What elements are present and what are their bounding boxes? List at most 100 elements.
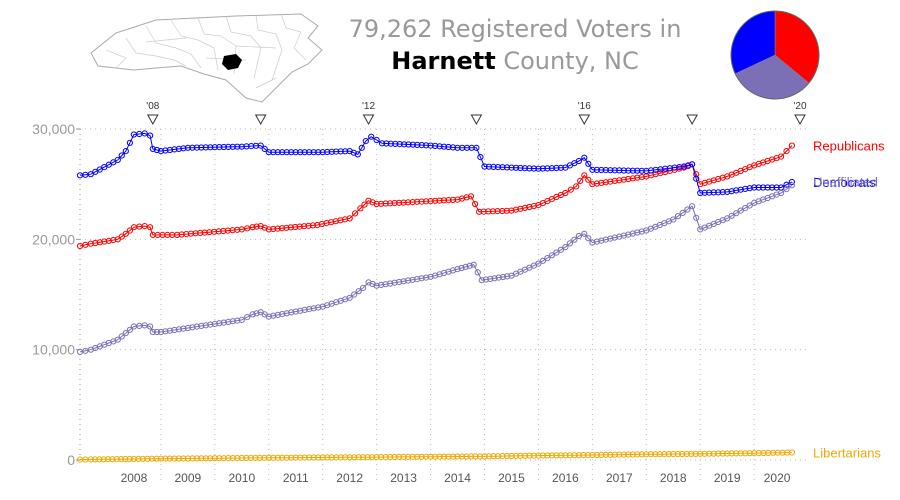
data-point xyxy=(229,227,236,234)
data-point xyxy=(184,455,191,462)
data-point xyxy=(530,202,538,210)
data-point xyxy=(566,240,574,247)
data-point xyxy=(418,453,425,460)
data-point xyxy=(174,231,181,238)
data-point xyxy=(427,198,434,205)
data-point xyxy=(581,172,588,179)
harnett-county-highlight xyxy=(222,54,242,70)
data-point xyxy=(567,186,574,193)
x-tick-label: 2010 xyxy=(228,471,255,485)
data-point xyxy=(292,454,299,461)
data-point xyxy=(440,143,448,150)
pie-outline xyxy=(730,10,820,100)
data-point xyxy=(715,450,722,457)
data-point xyxy=(310,149,317,156)
data-point xyxy=(113,456,120,463)
data-point xyxy=(467,193,475,200)
data-point xyxy=(378,281,385,288)
data-point xyxy=(629,230,636,237)
data-point xyxy=(581,230,588,237)
data-point xyxy=(149,145,156,152)
title-county-suffix: County, NC xyxy=(503,47,639,75)
data-point xyxy=(351,454,358,461)
data-point xyxy=(229,143,236,150)
data-point xyxy=(261,145,268,152)
data-point xyxy=(503,164,511,171)
data-point xyxy=(458,264,465,272)
data-point xyxy=(382,454,389,461)
data-point xyxy=(689,161,696,168)
data-point xyxy=(141,130,148,137)
data-point xyxy=(629,451,636,458)
data-point xyxy=(253,310,260,317)
data-point xyxy=(445,197,452,204)
data-point xyxy=(110,237,117,244)
data-point xyxy=(598,179,605,186)
data-point xyxy=(724,188,731,195)
data-point xyxy=(697,450,704,457)
data-point xyxy=(710,189,717,196)
data-point xyxy=(247,454,254,461)
x-tick-label: 2019 xyxy=(714,471,741,485)
data-point xyxy=(607,451,614,458)
data-point xyxy=(620,167,627,174)
data-point xyxy=(553,452,560,459)
data-point xyxy=(474,269,481,276)
data-point xyxy=(105,237,112,244)
data-point xyxy=(701,450,708,457)
data-point xyxy=(485,453,493,460)
county-name: Harnett xyxy=(391,47,496,75)
data-point xyxy=(225,455,232,462)
title-line-2: Harnett County, NC xyxy=(300,44,730,78)
data-point xyxy=(301,223,308,230)
nc-state-map xyxy=(90,13,323,103)
data-point xyxy=(575,157,583,165)
data-point xyxy=(432,142,439,149)
data-point xyxy=(585,160,592,167)
data-point xyxy=(391,279,398,286)
data-point xyxy=(171,146,178,153)
data-point xyxy=(162,455,169,462)
data-point xyxy=(162,328,169,335)
data-point xyxy=(760,184,767,191)
data-point xyxy=(365,279,372,286)
data-point xyxy=(126,227,133,234)
data-point xyxy=(315,454,322,461)
data-point xyxy=(305,222,312,229)
election-triangle-icon xyxy=(254,114,267,126)
data-point xyxy=(602,236,609,243)
data-point xyxy=(171,455,178,462)
data-point xyxy=(477,154,484,161)
data-point xyxy=(297,149,304,156)
data-point xyxy=(310,454,317,461)
data-point xyxy=(360,284,367,291)
data-point xyxy=(470,261,477,268)
data-point xyxy=(485,163,493,170)
data-point xyxy=(256,454,263,461)
data-point xyxy=(706,189,713,196)
data-point xyxy=(580,452,587,459)
data-point xyxy=(472,200,479,208)
data-point xyxy=(184,144,191,151)
data-point xyxy=(427,453,434,460)
data-point xyxy=(499,453,506,460)
data-point xyxy=(643,451,650,458)
data-point xyxy=(773,184,780,191)
data-point xyxy=(697,189,704,197)
data-point xyxy=(96,456,103,463)
title-line-1: 79,262 Registered Voters in xyxy=(348,15,682,43)
data-point xyxy=(499,273,507,281)
data-point xyxy=(473,144,480,151)
data-point xyxy=(270,149,277,156)
data-point xyxy=(530,165,538,172)
data-point xyxy=(265,149,272,156)
data-point xyxy=(189,324,196,331)
data-point xyxy=(539,165,547,172)
data-point xyxy=(301,149,308,156)
data-point xyxy=(436,143,443,150)
data-point xyxy=(719,189,726,196)
data-point xyxy=(562,452,569,459)
data-point xyxy=(328,148,335,155)
series-democrats xyxy=(76,130,796,197)
data-point xyxy=(373,136,380,144)
